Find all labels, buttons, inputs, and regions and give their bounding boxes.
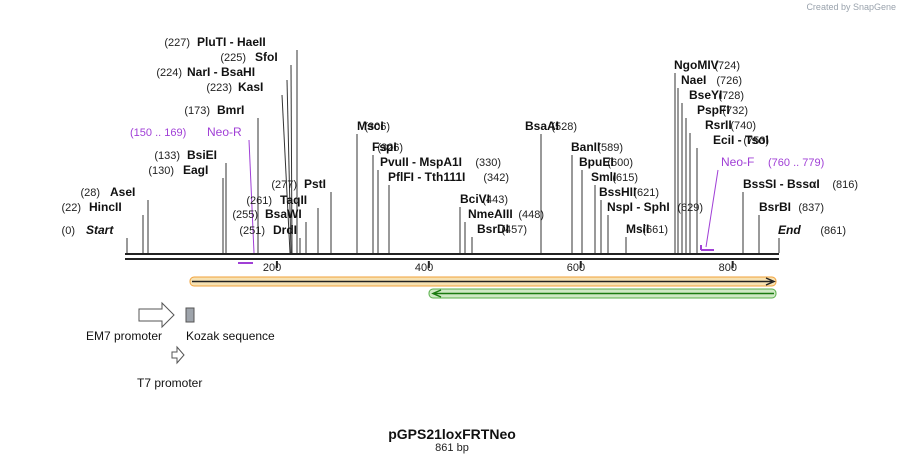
site-pflf-tth-position: (342) [483,172,509,184]
site-bsrdi-label[interactable]: BsrDI [477,222,509,236]
primer-neo-f-leader [705,169,719,248]
site-bseyi-position: (728) [718,90,744,102]
site-kasi-position: (223) [206,82,232,94]
em7-promoter-label: EM7 promoter [86,329,162,343]
site-nar-bsah-position: (224) [156,67,182,79]
site-naei-label[interactable]: NaeI [681,73,706,87]
site-msli-position: (661) [642,224,668,236]
site-nar-bsah-label[interactable]: NarI - BsaHI [187,65,255,79]
site-kasi-leader [281,94,291,254]
site-bsrbi-position: (837) [798,202,824,214]
site-nmeaiii-label[interactable]: NmeAIII [468,207,513,221]
site-nsp-sph-label[interactable]: NspI - SphI [607,200,670,214]
kozak-sequence-label: Kozak sequence [186,329,275,343]
site-bsiei-position: (133) [154,150,180,162]
orf-reverse-arrow [428,288,777,299]
site-taqii-position: (261) [246,195,272,207]
site-fspi-position: (326) [377,142,403,154]
axis-tick-label-600: 600 [567,262,585,274]
site-banii-label[interactable]: BanII [571,140,600,154]
primer-neo-f-range: (760 .. 779) [768,157,824,169]
site-sfoi-label[interactable]: SfoI [255,50,278,64]
site-hincii-label[interactable]: HincII [89,200,122,214]
primer-neo-r-label[interactable]: Neo-R [207,125,242,139]
site-bsssi-label[interactable]: BssSI - BssαI [743,177,820,191]
site-msli-label[interactable]: MslI [626,222,649,236]
site-naei-position: (726) [716,75,742,87]
site-nsp-sph-position: (629) [677,202,703,214]
t7-promoter-arrow [171,345,185,365]
site-eci-tso-position: (753) [743,135,769,147]
site-bsaai-label[interactable]: BsaAI [525,119,559,133]
site-bpuei-position: (600) [607,157,633,169]
em7-promoter-arrow [138,301,175,329]
site-pspfi-label[interactable]: PspFI [697,103,730,117]
primer-neo-f-label[interactable]: Neo-F [721,155,754,169]
site-bsshii-position: (621) [633,187,659,199]
plasmid-size: 861 bp [435,442,469,454]
site-rsrii-position: (740) [730,120,756,132]
orf-forward-arrow [189,276,777,287]
site-end-label[interactable]: End [778,223,801,237]
site-psti-label[interactable]: PstI [304,177,326,191]
axis-tick-label-400: 400 [415,262,433,274]
site-plu-hae-position: (227) [164,37,190,49]
site-bsiei-label[interactable]: BsiEI [187,148,217,162]
site-rsrii-label[interactable]: RsrII [705,118,732,132]
site-bsrdi-position: (457) [501,224,527,236]
site-bsshii-label[interactable]: BssHII [599,185,636,199]
site-bsaai-position: (528) [551,121,577,133]
site-eagi-label[interactable]: EagI [183,163,208,177]
site-bcivi-label[interactable]: BciVI [460,192,490,206]
site-bseyi-label[interactable]: BseYI [689,88,722,102]
site-bsssi-position: (816) [832,179,858,191]
site-bmri-label[interactable]: BmrI [217,103,244,117]
site-plu-hae-label[interactable]: PluTI - HaeII [197,35,266,49]
axis-tick-label-800: 800 [719,262,737,274]
kozak-sequence-box [185,307,195,323]
site-start-label[interactable]: Start [86,223,114,237]
site-pvu-mspa-position: (330) [475,157,501,169]
site-hincii-position: (22) [61,202,81,214]
site-fspi-label[interactable]: FspI [372,140,397,154]
site-asei-position: (28) [80,187,100,199]
site-bcivi-position: (443) [482,194,508,206]
primer-neo-r-leader [248,139,255,254]
site-bsawi-position: (255) [232,209,258,221]
axis-tick-label-200: 200 [263,262,281,274]
site-pvu-mspa-label[interactable]: PvuII - MspA1I [380,155,462,169]
site-msci-label[interactable]: MscI [357,119,384,133]
site-start-position: (0) [62,225,75,237]
site-eci-tso-label[interactable]: EciI - TsoI [713,133,769,147]
plasmid-name: pGPS21loxFRTNeo [388,426,516,442]
site-drdi-label[interactable]: DrdI [273,223,297,237]
site-smli-label[interactable]: SmlI [591,170,616,184]
site-taqii-label[interactable]: TaqII [280,193,307,207]
site-end-position: (861) [820,225,846,237]
site-bsrbi-label[interactable]: BsrBI [759,200,791,214]
site-eagi-position: (130) [148,165,174,177]
site-sfoi-position: (225) [220,52,246,64]
site-sfoi-leader [290,64,293,254]
primer-neo-r-range: (150 .. 169) [130,127,186,139]
site-nmeaiii-position: (448) [518,209,544,221]
site-drdi-position: (251) [239,225,265,237]
site-bmri-position: (173) [184,105,210,117]
site-bsawi-label[interactable]: BsaWI [265,207,302,221]
site-banii-position: (589) [597,142,623,154]
site-kasi-label[interactable]: KasI [238,80,263,94]
site-msci-position: (306) [364,121,390,133]
site-pflf-tth-label[interactable]: PflFI - Tth111I [388,170,465,184]
site-ngomiv-label[interactable]: NgoMIV [674,58,719,72]
site-smli-position: (615) [612,172,638,184]
site-ngomiv-position: (724) [714,60,740,72]
site-nar-bsah-leader [286,79,292,254]
site-psti-position: (277) [271,179,297,191]
site-bpuei-label[interactable]: BpuEI [579,155,614,169]
snapgene-credit: Created by SnapGene [806,2,896,12]
site-pspfi-position: (732) [722,105,748,117]
site-asei-label[interactable]: AseI [110,185,135,199]
t7-promoter-label: T7 promoter [137,376,202,390]
